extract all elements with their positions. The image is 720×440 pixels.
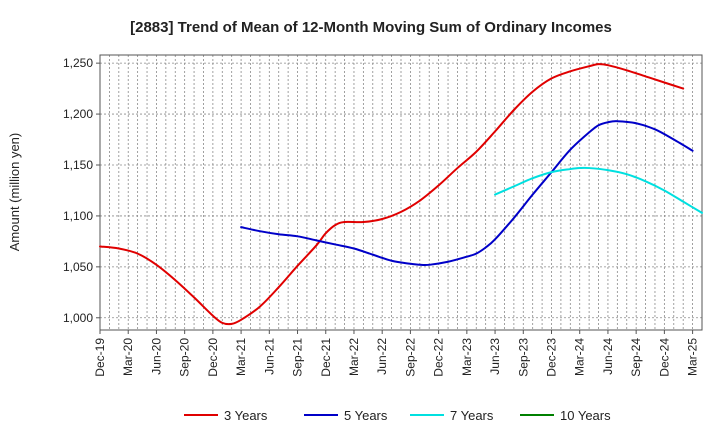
- x-tick-label: Jun-22: [375, 338, 389, 375]
- y-tick-label: 1,000: [63, 311, 93, 325]
- y-axis-label: Amount (million yen): [7, 133, 22, 252]
- x-tick-label: Sep-23: [516, 338, 530, 377]
- y-tick-label: 1,200: [63, 107, 93, 121]
- x-tick-label: Mar-24: [573, 338, 587, 376]
- legend-label-5-years: 5 Years: [344, 408, 388, 423]
- x-tick-label: Jun-20: [149, 338, 163, 375]
- x-tick-label: Jun-23: [488, 338, 502, 375]
- y-tick-label: 1,250: [63, 56, 93, 70]
- y-tick-label: 1,050: [63, 260, 93, 274]
- y-axis: 1,000 1,050 1,100 1,150 1,200 1,250: [63, 56, 100, 325]
- series-line-7-years: [494, 166, 703, 214]
- y-tick-label: 1,100: [63, 209, 93, 223]
- x-axis: Dec-19 Mar-20 Jun-20 Sep-20 Dec-20 Mar-21 Jun-…: [93, 330, 700, 377]
- series-line-3-years: [99, 63, 685, 326]
- x-tick-label: Dec-23: [545, 338, 559, 377]
- x-tick-label: Dec-22: [432, 338, 446, 377]
- plot-area: [99, 54, 703, 331]
- grid: [100, 55, 702, 330]
- series-line-5-years: [240, 120, 694, 267]
- x-tick-label: Sep-22: [403, 338, 417, 377]
- chart-title: [2883] Trend of Mean of 12-Month Moving …: [130, 19, 612, 36]
- x-tick-label: Mar-23: [460, 338, 474, 376]
- x-tick-label: Dec-19: [93, 338, 107, 377]
- y-tick-label: 1,150: [63, 158, 93, 172]
- x-tick-label: Jun-21: [262, 338, 276, 375]
- x-tick-label: Mar-22: [347, 338, 361, 376]
- legend-label-7-years: 7 Years: [450, 408, 494, 423]
- x-tick-label: Sep-24: [629, 338, 643, 377]
- x-tick-label: Dec-24: [657, 338, 671, 377]
- legend-label-10-years: 10 Years: [560, 408, 611, 423]
- x-tick-label: Mar-21: [234, 338, 248, 376]
- x-tick-label: Mar-20: [121, 338, 135, 376]
- x-tick-label: Dec-21: [319, 338, 333, 377]
- x-tick-label: Sep-21: [291, 338, 305, 377]
- x-tick-label: Sep-20: [178, 338, 192, 377]
- series-layer: [99, 63, 703, 326]
- x-tick-label: Mar-25: [686, 338, 700, 376]
- legend: 3 Years 5 Years 7 Years 10 Years: [184, 408, 611, 423]
- x-tick-label: Jun-24: [601, 338, 615, 375]
- x-tick-label: Dec-20: [206, 338, 220, 377]
- legend-label-3-years: 3 Years: [224, 408, 268, 423]
